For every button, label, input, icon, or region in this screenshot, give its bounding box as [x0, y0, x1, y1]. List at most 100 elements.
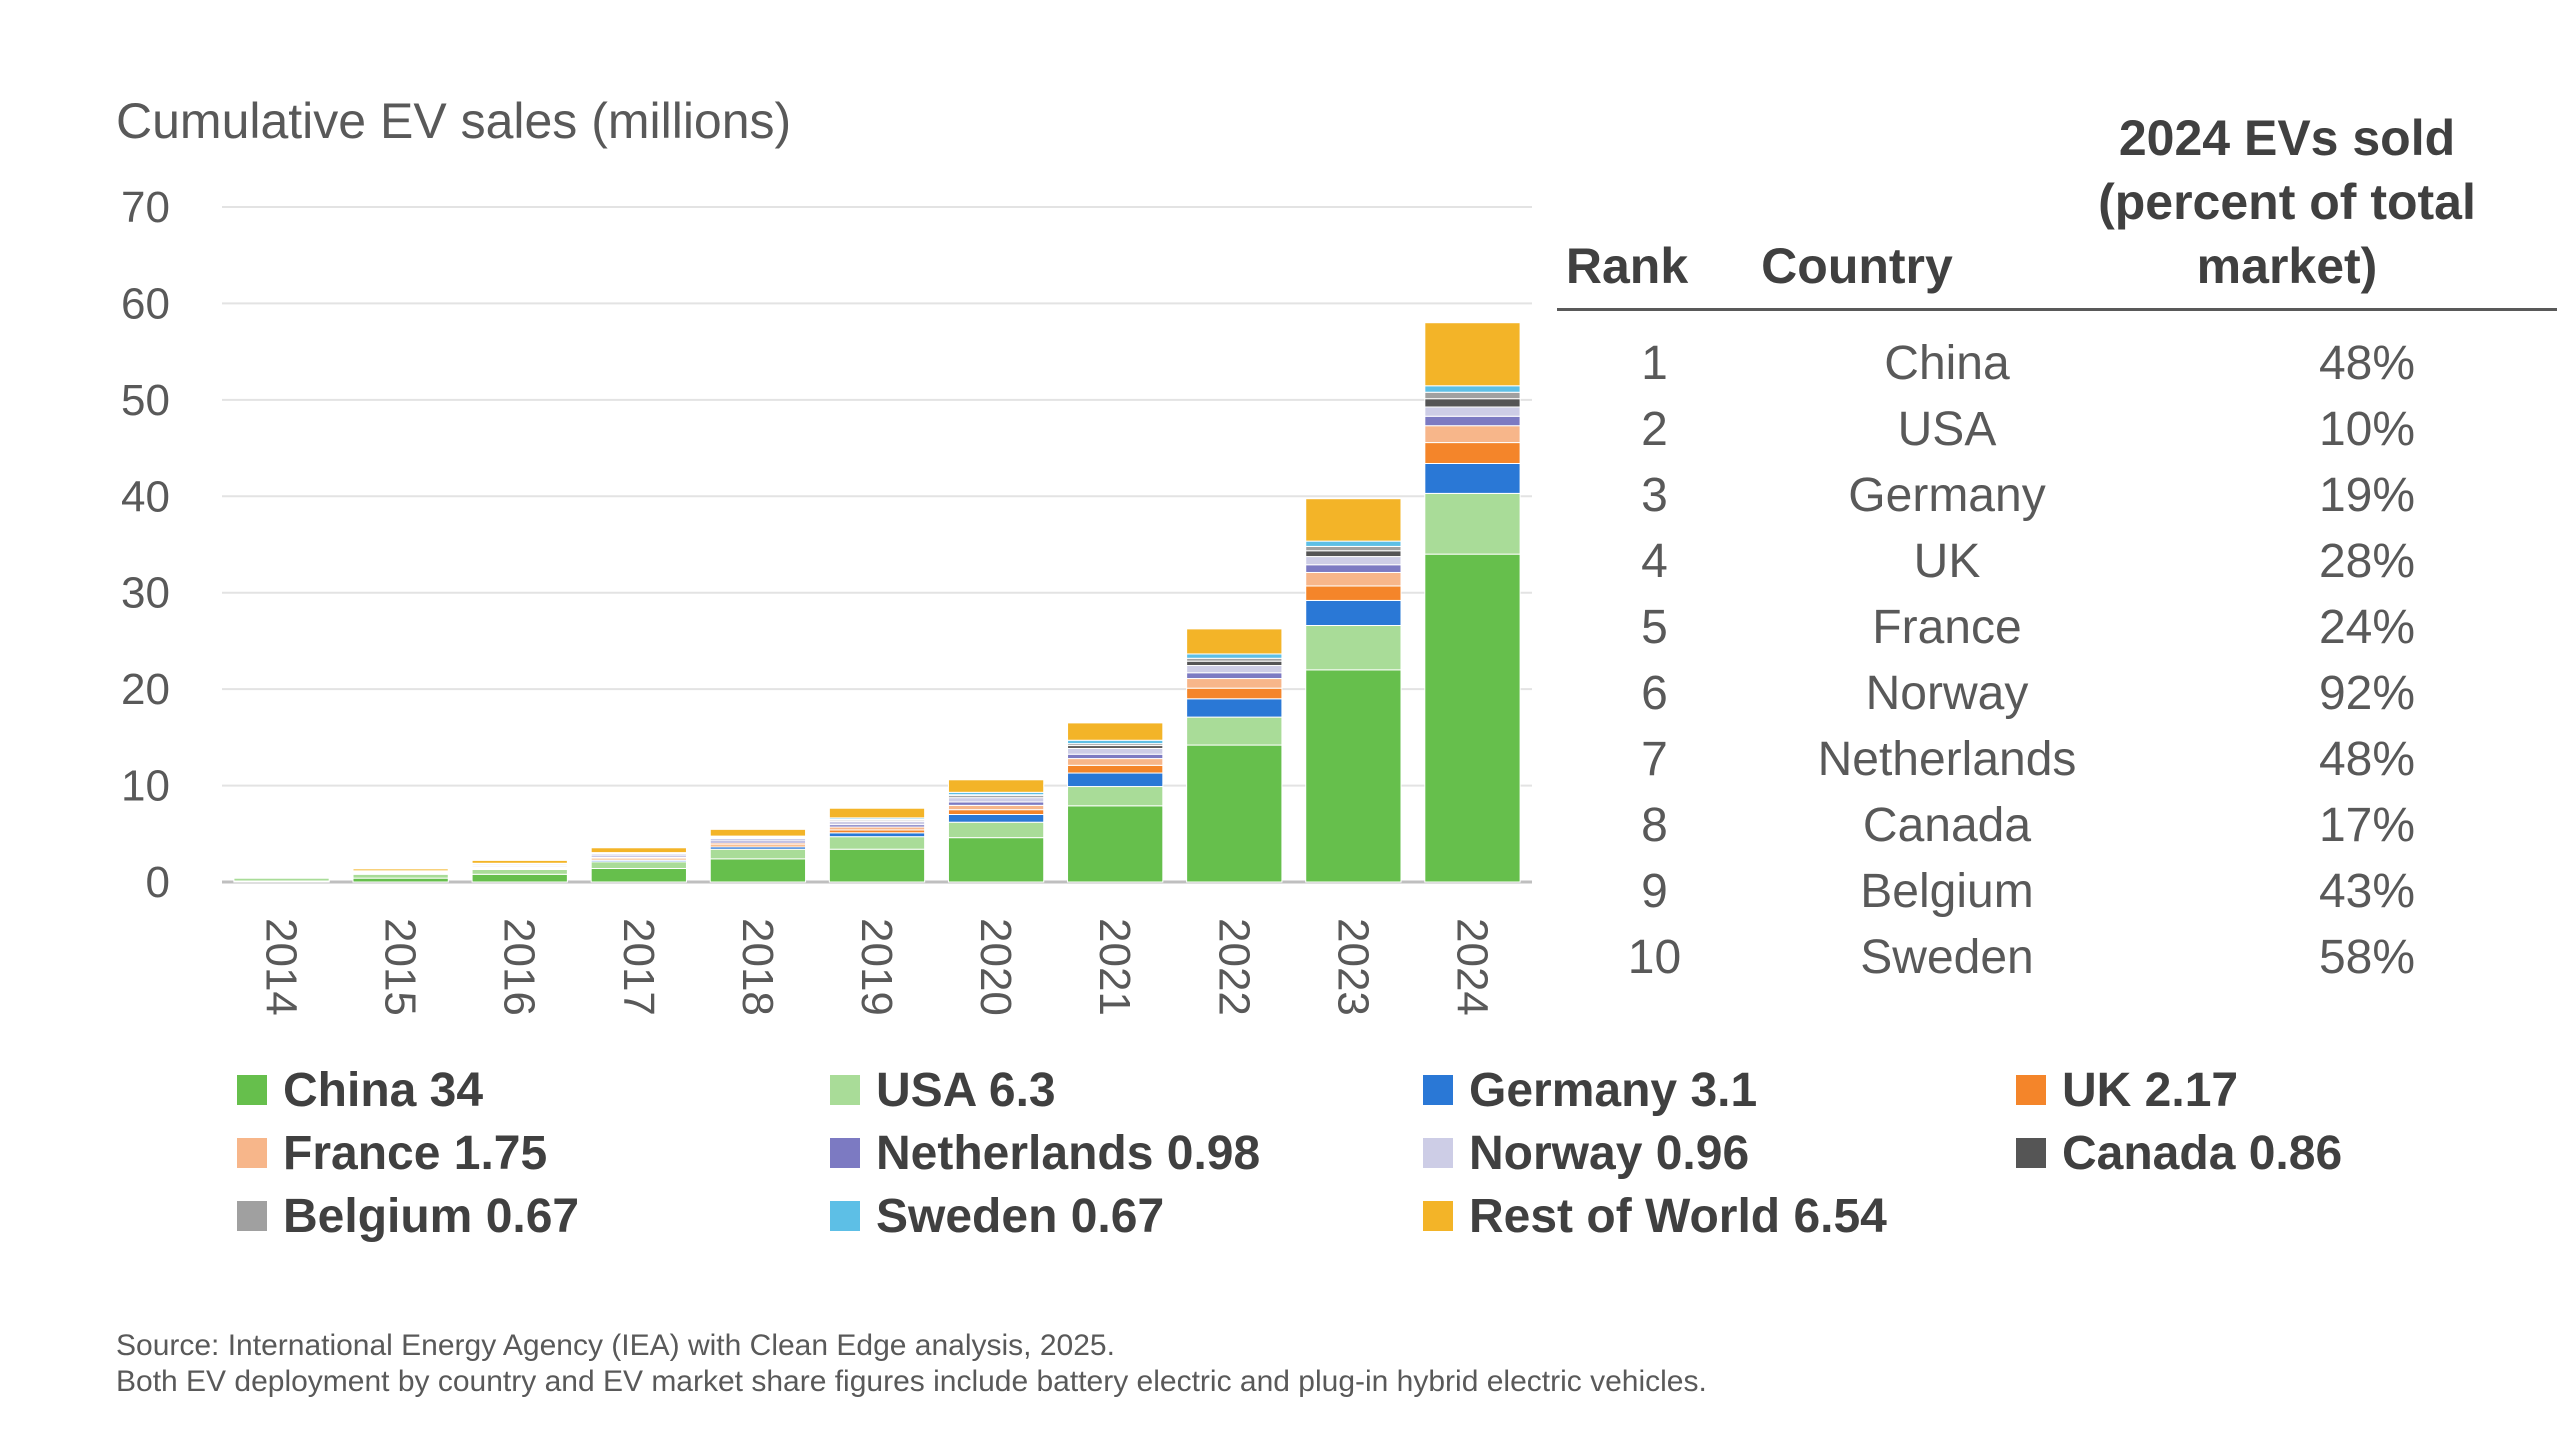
bar-segment [1067, 758, 1164, 766]
bar-segment [1424, 322, 1521, 387]
bar-segment [1305, 669, 1402, 883]
legend-label: France 1.75 [283, 1126, 548, 1180]
legend-label: Germany 3.1 [1469, 1063, 1758, 1117]
bar-segment [352, 868, 449, 872]
y-axis-ticks: 0 10 20 30 40 50 60 70 [121, 183, 170, 907]
bar-segment [1186, 672, 1283, 680]
legend-item: Sweden 0.67 [830, 1186, 1164, 1246]
legend-item: Norway 0.96 [1423, 1123, 1749, 1183]
header-share: 2024 EVs sold (percent of total market) [2077, 106, 2497, 298]
bar-segment [947, 837, 1045, 883]
cell-share: 48% [2318, 733, 2416, 786]
bar-stack-2018 [709, 828, 807, 883]
bar-stack-2015 [352, 868, 449, 883]
bar-stack-2024 [1424, 322, 1521, 883]
cell-country: France [1872, 601, 2022, 654]
bar-segment [1186, 665, 1283, 674]
legend-swatch [2016, 1138, 2046, 1168]
bar-segment [1424, 415, 1521, 427]
x-tick-label: 2021 [1090, 918, 1139, 1016]
bar-segment [947, 809, 1045, 816]
bars [233, 322, 1521, 883]
cell-share: 92% [2318, 667, 2416, 720]
bar-segment [1067, 805, 1164, 883]
bar-segment [828, 836, 926, 850]
bar-segment [1186, 660, 1283, 667]
legend-swatch [830, 1075, 860, 1105]
legend-swatch [237, 1201, 267, 1231]
legend-label: Norway 0.96 [1469, 1126, 1750, 1180]
legend-label: Canada 0.86 [2062, 1126, 2343, 1180]
x-tick-label: 2024 [1447, 918, 1496, 1016]
bar-segment [1067, 764, 1164, 774]
bar-segment [1067, 772, 1164, 788]
y-tick-label: 60 [121, 279, 170, 328]
bar-segment [828, 848, 926, 883]
legend-swatch [2016, 1075, 2046, 1105]
cell-country: Canada [1862, 799, 2032, 852]
bar-segment [1424, 406, 1521, 417]
bar-segment [1305, 585, 1402, 601]
bar-segment [828, 807, 926, 819]
bar-segment [947, 779, 1045, 793]
legend-item: Canada 0.86 [2016, 1123, 2342, 1183]
bar-segment [1424, 398, 1521, 408]
bar-segment [709, 848, 807, 860]
table-row: 9 Belgium 43% [1557, 859, 2557, 925]
y-tick-label: 20 [121, 665, 170, 714]
x-tick-label: 2022 [1209, 918, 1258, 1016]
bar-segment [471, 873, 568, 883]
bar-segment [1186, 687, 1283, 700]
x-tick-label: 2017 [614, 918, 663, 1016]
cell-rank: 9 [1641, 865, 1668, 918]
legend-label: Belgium 0.67 [283, 1189, 580, 1243]
bar-stack-2019 [828, 807, 926, 883]
legend-item: Belgium 0.67 [237, 1186, 579, 1246]
bar-segment [1305, 498, 1402, 542]
bar-segment [1067, 739, 1164, 745]
cell-country: Netherlands [1817, 733, 2077, 786]
bar-segment [947, 804, 1045, 811]
cell-country: China [1884, 337, 2010, 390]
table-row: 10 Sweden 58% [1557, 925, 2557, 991]
bar-segment [1305, 545, 1402, 552]
bar-segment [1305, 540, 1402, 547]
bar-segment [947, 821, 1045, 839]
x-tick-label: 2014 [257, 918, 306, 1016]
bar-stack-2021 [1067, 722, 1164, 883]
source-notes: Source: International Energy Agency (IEA… [116, 1328, 1707, 1400]
bar-segment [709, 858, 807, 883]
table-row: 3 Germany 19% [1557, 463, 2557, 529]
bar-segment [1186, 628, 1283, 655]
legend-swatch [237, 1138, 267, 1168]
x-tick-label: 2015 [376, 918, 425, 1016]
bar-stack-2014 [233, 874, 330, 883]
cell-country: Germany [1848, 469, 2046, 522]
table-row: 7 Netherlands 48% [1557, 727, 2557, 793]
bar-stack-2017 [590, 847, 687, 883]
bar-segment [1305, 599, 1402, 627]
table-row: 5 France 24% [1557, 595, 2557, 661]
country-ranking-table: Rank Country 2024 EVs sold (percent of t… [1557, 90, 2557, 991]
bar-segment [1067, 722, 1164, 741]
cell-rank: 10 [1627, 931, 1682, 984]
legend-item: Germany 3.1 [1423, 1060, 1757, 1120]
legend-label: Sweden 0.67 [876, 1189, 1165, 1243]
bar-segment [1067, 747, 1164, 755]
x-tick-label: 2016 [495, 918, 544, 1016]
legend-item: China 34 [237, 1060, 483, 1120]
bar-segment [709, 828, 807, 837]
bar-segment [1067, 753, 1164, 760]
stacked-bar-chart: 0 10 20 30 40 50 60 70 2014 2015 2016 2017 2018 2019… [121, 183, 1532, 1016]
bar-segment [352, 873, 449, 879]
source-line: Source: International Energy Agency (IEA… [116, 1329, 1115, 1362]
bar-segment [947, 801, 1045, 806]
bar-segment [947, 797, 1045, 803]
bar-segment [590, 861, 687, 869]
header-share-line2: (percent of total [2098, 174, 2476, 230]
table-row: 1 China 48% [1557, 331, 2557, 397]
bar-segment [1424, 385, 1521, 393]
legend-item: USA 6.3 [830, 1060, 1056, 1120]
bar-segment [1305, 550, 1402, 558]
cell-country: Belgium [1860, 865, 2034, 918]
